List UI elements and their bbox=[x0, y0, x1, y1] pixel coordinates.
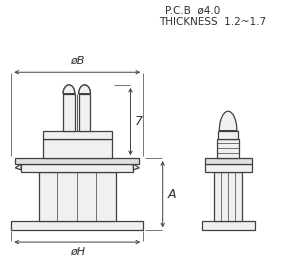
Polygon shape bbox=[79, 85, 91, 94]
Text: P.C.B  ø4.0: P.C.B ø4.0 bbox=[165, 6, 220, 16]
Bar bbox=[218, 139, 239, 158]
Bar bbox=[205, 158, 253, 164]
Bar bbox=[39, 172, 116, 221]
Bar bbox=[214, 172, 242, 221]
Polygon shape bbox=[219, 111, 237, 131]
Bar bbox=[43, 131, 112, 139]
Bar bbox=[205, 164, 253, 172]
Polygon shape bbox=[15, 164, 21, 170]
Bar bbox=[79, 94, 91, 131]
Text: THICKNESS  1.2~1.7: THICKNESS 1.2~1.7 bbox=[159, 17, 266, 27]
Bar bbox=[63, 94, 75, 131]
Text: A: A bbox=[168, 188, 176, 201]
Bar bbox=[202, 221, 255, 230]
Bar bbox=[43, 139, 112, 158]
Text: 7: 7 bbox=[134, 115, 142, 128]
Text: øB: øB bbox=[70, 55, 85, 65]
Bar bbox=[218, 131, 238, 139]
Bar bbox=[11, 221, 143, 230]
Polygon shape bbox=[134, 164, 139, 170]
Polygon shape bbox=[63, 85, 75, 94]
Bar bbox=[21, 164, 134, 172]
Bar bbox=[15, 158, 139, 164]
Text: øH: øH bbox=[70, 247, 85, 257]
